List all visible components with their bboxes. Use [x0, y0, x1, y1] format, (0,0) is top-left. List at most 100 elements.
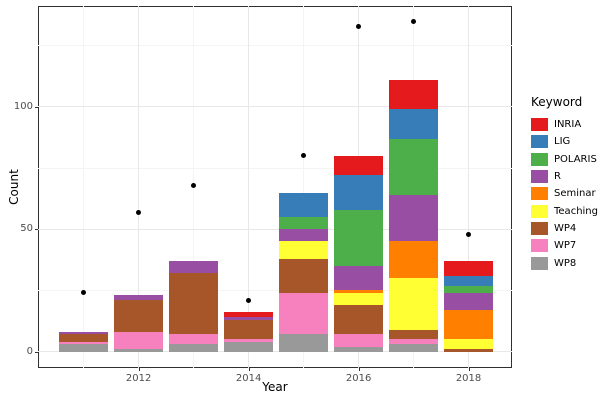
bar-segment-wp4-2017 — [388, 329, 439, 340]
legend-swatch-icon — [531, 152, 548, 166]
major-gridline-x — [468, 6, 470, 368]
data-point-2018 — [466, 231, 472, 237]
data-point-2015 — [301, 153, 307, 159]
legend-item-label: LIG — [554, 136, 571, 148]
bar-segment-polaris-2015 — [278, 216, 329, 230]
bar-segment-teaching-2016 — [333, 292, 384, 306]
bar-segment-r-2011 — [58, 332, 109, 335]
x-tick-label: 2018 — [455, 373, 482, 384]
legend-item-label: R — [554, 170, 561, 182]
bar-segment-r-2012 — [113, 295, 164, 301]
legend-item-label: WP4 — [554, 222, 577, 234]
bar-segment-wp8-2015 — [278, 334, 329, 352]
y-tick-label: 100 — [13, 100, 33, 112]
bar-segment-seminar-2016 — [333, 290, 384, 293]
bar-segment-wp7-2011 — [58, 341, 109, 345]
bar-segment-teaching-2015 — [278, 241, 329, 259]
x-tick-label: 2012 — [125, 373, 152, 384]
y-tick-label: 0 — [26, 345, 33, 357]
major-gridline-y — [38, 228, 512, 230]
bar-segment-wp7-2016 — [333, 334, 384, 347]
legend-item-lig: LIG — [531, 133, 598, 150]
plot-panel — [38, 6, 512, 368]
legend-item-teaching: Teaching — [531, 203, 598, 220]
legend-item-wp7: WP7 — [531, 237, 598, 254]
x-axis-title: Year — [262, 380, 288, 394]
data-point-2011 — [81, 290, 87, 296]
x-tick-mark — [248, 368, 250, 371]
major-gridline-y — [38, 351, 512, 353]
bar-segment-r-2015 — [278, 229, 329, 242]
bar-segment-wp8-2014 — [223, 341, 274, 352]
bar-segment-seminar-2017 — [388, 241, 439, 279]
major-gridline-x — [138, 6, 140, 368]
major-gridline-x — [248, 6, 250, 368]
minor-gridline-x — [303, 6, 305, 368]
legend-item-label: INRIA — [554, 119, 582, 130]
bar-segment-polaris-2016 — [333, 209, 384, 266]
legend-item-inria: INRIA — [531, 116, 598, 133]
bar-segment-wp7-2013 — [168, 334, 219, 345]
minor-gridline-x — [83, 6, 85, 368]
legend-item-label: Seminar — [554, 188, 596, 200]
data-point-2013 — [191, 182, 197, 188]
bar-segment-teaching-2017 — [388, 278, 439, 330]
x-tick-label: 2014 — [235, 373, 262, 384]
bar-segment-polaris-2018 — [443, 285, 494, 293]
x-tick-label: 2016 — [345, 373, 372, 384]
bar-segment-wp8-2011 — [58, 344, 109, 352]
data-point-2012 — [136, 209, 142, 215]
minor-gridline-y — [38, 167, 512, 169]
bar-segment-r-2016 — [333, 265, 384, 291]
legend-swatch-icon — [531, 221, 548, 235]
bar-segment-lig-2018 — [443, 275, 494, 286]
y-tick-mark — [35, 351, 38, 353]
bar-segment-wp7-2015 — [278, 292, 329, 335]
legend-item-wp4: WP4 — [531, 220, 598, 237]
bar-segment-polaris-2017 — [388, 138, 439, 195]
bar-segment-wp4-2015 — [278, 258, 329, 293]
bar-segment-wp8-2017 — [388, 344, 439, 352]
minor-gridline-y — [38, 45, 512, 47]
bar-segment-wp4-2014 — [223, 319, 274, 340]
bar-segment-wp8-2013 — [168, 344, 219, 352]
data-point-2017 — [411, 18, 417, 24]
x-tick-mark — [358, 368, 360, 371]
legend-item-label: WP7 — [554, 240, 577, 252]
bar-segment-wp4-2012 — [113, 300, 164, 332]
x-tick-mark — [138, 368, 140, 371]
bar-segment-r-2013 — [168, 261, 219, 274]
legend-item-label: WP8 — [554, 257, 577, 269]
legend-swatch-icon — [531, 135, 548, 149]
bar-segment-r-2018 — [443, 292, 494, 310]
bar-segment-wp8-2012 — [113, 349, 164, 352]
bar-segment-inria-2016 — [333, 155, 384, 176]
legend-swatch-icon — [531, 118, 548, 131]
bar-segment-inria-2017 — [388, 79, 439, 110]
y-tick-mark — [35, 229, 38, 231]
bar-segment-seminar-2018 — [443, 309, 494, 340]
bar-segment-wp4-2013 — [168, 273, 219, 335]
bar-segment-inria-2018 — [443, 261, 494, 276]
bar-segment-wp4-2018 — [443, 349, 494, 352]
bar-segment-inria-2014 — [223, 312, 274, 318]
legend-swatch-icon — [531, 169, 548, 183]
legend: Keyword INRIA LIG POLARIS R Seminar Teaching W… — [531, 95, 598, 272]
legend-item-wp8: WP8 — [531, 255, 598, 272]
bar-segment-r-2017 — [388, 194, 439, 242]
bar-segment-lig-2015 — [278, 192, 329, 217]
data-point-2016 — [356, 23, 362, 29]
legend-item-label: POLARIS — [554, 153, 597, 165]
legend-title: Keyword — [531, 95, 583, 109]
bar-segment-wp7-2012 — [113, 332, 164, 350]
legend-item-seminar: Seminar — [531, 185, 598, 202]
bar-segment-r-2014 — [223, 317, 274, 320]
legend-item-r: R — [531, 168, 598, 185]
y-tick-label: 50 — [20, 223, 33, 235]
legend-swatch-icon — [531, 239, 548, 253]
bar-segment-teaching-2018 — [443, 339, 494, 350]
legend-swatch-icon — [531, 204, 548, 218]
minor-gridline-y — [38, 289, 512, 291]
x-tick-mark — [468, 368, 470, 371]
